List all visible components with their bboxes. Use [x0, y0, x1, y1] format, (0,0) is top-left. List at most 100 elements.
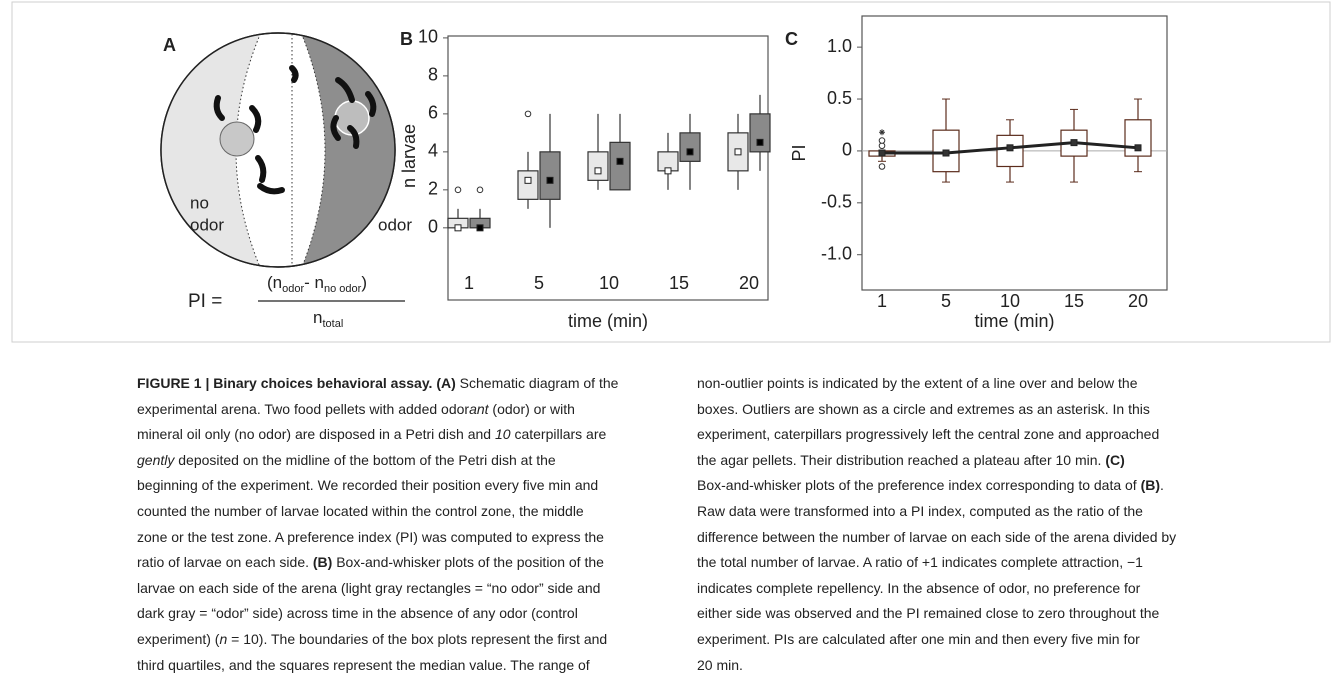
caption-text: (odor) or with: [488, 400, 575, 417]
caption-line: Raw data were transformed into a PI inde…: [697, 502, 1143, 520]
formula-sub: odor: [282, 283, 304, 295]
caption-text: non-outlier points is indicated by the e…: [697, 375, 1138, 391]
x-tick-label: 15: [669, 273, 689, 293]
caption-text: .: [1160, 477, 1164, 494]
caption-text: indicates complete repellency. In the ab…: [697, 579, 1141, 596]
extreme: [879, 129, 885, 136]
caption-line: the total number of larvae. A ratio of +…: [697, 553, 1143, 571]
caption-text: experiment. PIs are calculated after one…: [697, 631, 1140, 647]
median-marker: [524, 176, 532, 184]
caption-line: ratio of larvae on each side. (B) Box-an…: [137, 553, 604, 571]
caption-text: dark gray = “odor” side) across time in …: [137, 605, 578, 622]
y-tick-label: 10: [418, 27, 438, 47]
median-marker: [734, 148, 742, 156]
caption-italic: 10: [494, 426, 511, 443]
caption-italic: ant: [469, 400, 489, 417]
caption-text: boxes. Outliers are shown as a circle an…: [697, 400, 1150, 417]
y-tick-label: 0: [842, 140, 852, 160]
caption-text: deposited on the midline of the bottom o…: [174, 451, 556, 468]
outlier: [524, 110, 532, 118]
panel-label: C: [785, 29, 798, 49]
x-axis-title: time (min): [568, 311, 648, 331]
median-marker: [616, 157, 624, 165]
caption-line: non-outlier points is indicated by the e…: [697, 374, 1138, 392]
caption-text: difference between the number of larvae …: [697, 528, 1177, 545]
caption-text: ratio of larvae on each side.: [137, 554, 313, 571]
box: [679, 132, 701, 162]
caption-text: larvae on each side of the arena (light …: [137, 579, 601, 596]
panel-label: B: [400, 29, 413, 49]
caption-text: Schematic diagram of the: [455, 375, 619, 391]
arena-label: no: [190, 193, 209, 212]
caption-line: difference between the number of larvae …: [697, 528, 1176, 546]
caption-bold: (C): [1105, 451, 1125, 468]
caption-text: counted the number of larvae located wit…: [137, 503, 584, 519]
arena-label: odor: [378, 215, 412, 234]
y-tick-label: -0.5: [821, 192, 852, 212]
x-tick-label: 1: [877, 291, 887, 311]
caption-text: zone or the test zone. A preference inde…: [137, 528, 604, 545]
caption-text: the agar pellets. Their distribution rea…: [697, 451, 1106, 468]
formula-part: (n: [267, 273, 282, 292]
box: [539, 151, 561, 200]
caption-text: mineral oil only (no odor) are disposed …: [137, 426, 495, 443]
caption-line: zone or the test zone. A preference inde…: [137, 528, 604, 546]
x-tick-label: 10: [1000, 291, 1020, 311]
median-marker: [756, 138, 764, 146]
figure-border: [11, 1, 1331, 343]
y-axis-title: PI: [789, 144, 809, 161]
box: [587, 151, 609, 181]
y-tick-label: 0.5: [827, 88, 852, 108]
caption-line: indicates complete repellency. In the ab…: [697, 579, 1140, 597]
y-tick-label: -1.0: [821, 243, 852, 263]
x-tick-label: 15: [1064, 291, 1084, 311]
median-marker: [594, 167, 602, 175]
caption-line: experiment, caterpillars progressively l…: [697, 425, 1159, 443]
median-marker: [686, 148, 694, 156]
y-tick-label: 1.0: [827, 36, 852, 56]
median-marker: [942, 149, 950, 157]
caption-italic: n: [219, 631, 228, 647]
caption-text: experiment) (: [137, 631, 220, 647]
caption-text: = 10). The boundaries of the box plots r…: [227, 631, 608, 647]
y-tick-label: 0: [428, 217, 438, 237]
y-tick-label: 2: [428, 179, 438, 199]
caption-text: experimental arena. Two food pellets wit…: [137, 400, 470, 417]
caption-bold: (B): [312, 554, 333, 571]
x-tick-label: 5: [941, 291, 951, 311]
formula-sub: no odor: [324, 283, 362, 295]
y-tick-label: 4: [428, 141, 438, 161]
outlier: [476, 186, 484, 194]
box: [749, 113, 771, 153]
caption-line: boxes. Outliers are shown as a circle an…: [697, 400, 1150, 418]
box: [517, 170, 539, 200]
caption-line: larvae on each side of the arena (light …: [137, 579, 600, 597]
caption-line: dark gray = “odor” side) across time in …: [137, 604, 578, 622]
caption-text: Box-and-whisker plots of the preference …: [697, 477, 1141, 494]
caption-line: either side was observed and the PI rema…: [697, 604, 1159, 622]
caption-text: either side was observed and the PI rema…: [697, 605, 1160, 622]
x-tick-label: 5: [534, 273, 544, 293]
plot-frame: [861, 15, 1168, 291]
x-tick-label: 20: [739, 273, 759, 293]
arena-label: odor: [190, 215, 224, 234]
formula-part: n: [313, 308, 322, 327]
outlier: [878, 163, 886, 170]
caption-text: third quartiles, and the squares represe…: [137, 656, 590, 673]
caption-line: third quartiles, and the squares represe…: [137, 656, 590, 674]
median-marker: [546, 176, 554, 184]
caption-italic: gently: [137, 451, 175, 468]
median-marker: [1070, 139, 1078, 147]
caption-line: experiment. PIs are calculated after one…: [697, 630, 1140, 648]
caption-line: 20 min.: [697, 656, 743, 674]
x-tick-label: 1: [464, 273, 474, 293]
median-marker: [1134, 144, 1142, 152]
formula-lhs: PI =: [188, 291, 222, 312]
caption-line: Box-and-whisker plots of the preference …: [697, 476, 1164, 494]
caption-text: the total number of larvae. A ratio of +…: [697, 554, 1143, 571]
median-marker: [454, 224, 462, 232]
box: [609, 141, 631, 191]
caption-line: the agar pellets. Their distribution rea…: [697, 451, 1125, 469]
caption-line: gently deposited on the midline of the b…: [137, 451, 556, 469]
